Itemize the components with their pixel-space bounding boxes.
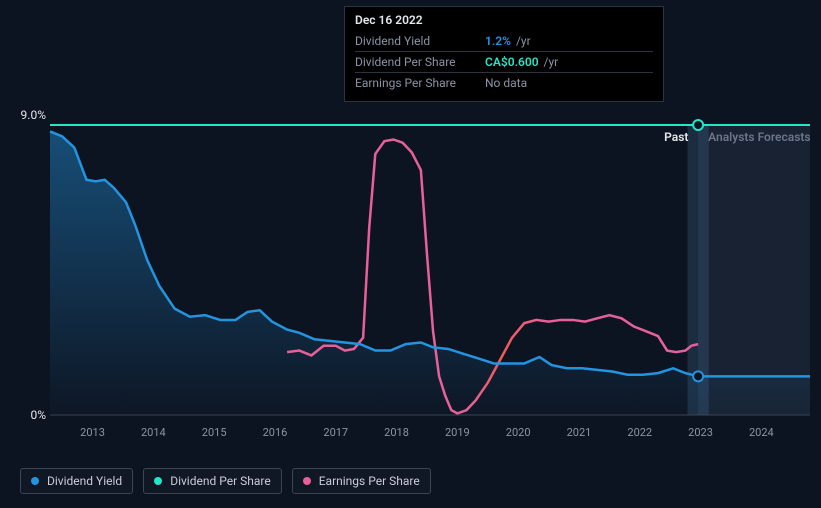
x-tick: 2013 [80, 426, 105, 439]
past-label: Past [664, 130, 688, 144]
x-tick: 2022 [627, 426, 652, 439]
x-tick: 2018 [384, 426, 409, 439]
tooltip-row-label: Dividend Per Share [355, 52, 485, 73]
tooltip-date: Dec 16 2022 [355, 13, 653, 27]
legend-label: Dividend Per Share [170, 474, 271, 488]
x-tick: 2015 [202, 426, 227, 439]
legend-item-earnings-per-share[interactable]: Earnings Per Share [292, 468, 431, 494]
chart-legend: Dividend Yield Dividend Per Share Earnings… [20, 468, 431, 494]
x-tick: 2014 [141, 426, 166, 439]
x-tick: 2021 [567, 426, 592, 439]
legend-dot-icon [303, 477, 311, 485]
x-tick: 2024 [749, 426, 774, 439]
tooltip-row-value: 1.2% /yr [485, 31, 653, 52]
dividend-chart: 9.0% 0% 20132014201520162017201820192020… [0, 0, 821, 508]
x-tick: 2019 [445, 426, 470, 439]
legend-label: Earnings Per Share [319, 474, 420, 488]
tooltip-row-value: No data [485, 73, 653, 94]
forecast-label: Analysts Forecasts [708, 130, 810, 144]
tooltip-row-label: Dividend Yield [355, 31, 485, 52]
x-tick: 2023 [688, 426, 713, 439]
legend-label: Dividend Yield [47, 474, 122, 488]
legend-dot-icon [31, 477, 39, 485]
x-tick: 2017 [323, 426, 348, 439]
tooltip-row-value: CA$0.600 /yr [485, 52, 653, 73]
legend-dot-icon [154, 477, 162, 485]
x-tick: 2016 [263, 426, 288, 439]
legend-item-dividend-per-share[interactable]: Dividend Per Share [143, 468, 282, 494]
legend-item-dividend-yield[interactable]: Dividend Yield [20, 468, 133, 494]
x-tick: 2020 [506, 426, 531, 439]
chart-tooltip: Dec 16 2022 Dividend Yield1.2% /yrDivide… [344, 6, 664, 102]
tooltip-row-label: Earnings Per Share [355, 73, 485, 94]
